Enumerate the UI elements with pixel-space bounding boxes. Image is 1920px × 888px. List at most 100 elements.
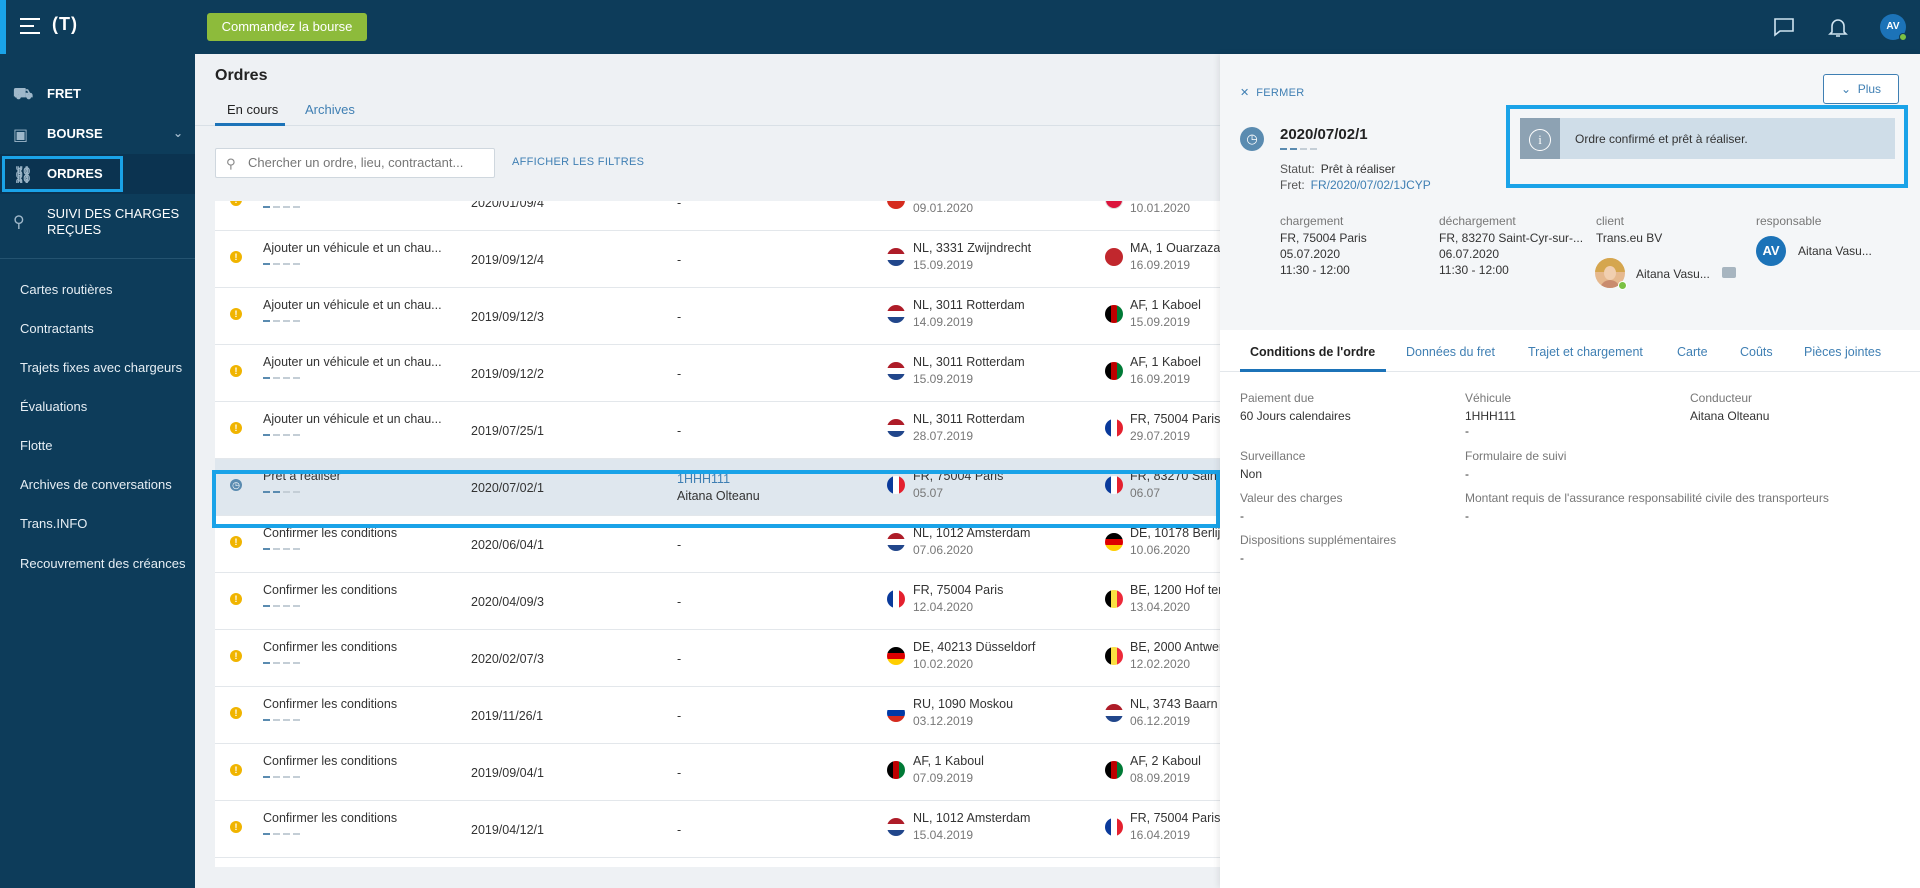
unloading-date: 10.06.2020 <box>1130 543 1191 557</box>
table-row[interactable]: ! Ajouter un véhicule et un chau... 2019/0… <box>215 345 1220 402</box>
user-avatar[interactable]: AV <box>1880 14 1907 41</box>
loading-place: AF, 1 Kaboul <box>913 754 984 768</box>
close-label: FERMER <box>1256 87 1305 99</box>
tab-en-cours[interactable]: En cours <box>227 102 279 117</box>
sidebar-item-trans-info[interactable]: Trans.INFO <box>20 516 88 531</box>
unloading-date: 13.04.2020 <box>1130 600 1191 614</box>
flag-icon <box>1105 248 1123 266</box>
table-row[interactable]: ! Confirmer les conditions 2020/02/07/3 - DE… <box>215 630 1220 687</box>
vehicle-cell: - <box>677 201 682 210</box>
client-label: client <box>1596 214 1625 228</box>
sidebar-item-ordres[interactable]: ⛓ ORDRES <box>0 154 195 194</box>
menu-icon[interactable] <box>20 18 40 34</box>
warning-icon: ! <box>230 650 242 662</box>
tab-attachments[interactable]: Pièces jointes <box>1804 345 1882 359</box>
order-exchange-button[interactable]: Commandez la bourse <box>207 13 367 41</box>
message-icon[interactable] <box>1722 267 1736 278</box>
warning-icon: ! <box>230 251 242 263</box>
unloading-place: AF, 2 Kaboul <box>1130 754 1201 768</box>
sidebar-item-debt-collection[interactable]: Recouvrement des créances <box>20 556 186 571</box>
progress-dashes <box>263 548 303 552</box>
unloading-place: FR, 75004 Paris <box>1130 412 1220 426</box>
vehicle-cell: - <box>677 652 682 666</box>
logo[interactable]: (T) <box>52 14 78 34</box>
flag-icon <box>1105 647 1123 665</box>
vehicle-link[interactable]: 1HHH111 <box>677 472 731 486</box>
close-button[interactable]: ✕ FERMER <box>1240 86 1305 99</box>
table-row[interactable]: ! Ajouter un véhicule et un chau... 2019/0… <box>215 288 1220 345</box>
online-indicator <box>1618 281 1627 290</box>
responsible-name[interactable]: Aitana Vasu... <box>1798 244 1872 258</box>
order-detail-panel: ✕ FERMER ⌄ Plus ◷ 2020/07/02/1 Statut: Pr… <box>1220 54 1920 888</box>
chevron-down-icon: ⌄ <box>1840 82 1852 96</box>
tab-order-conditions[interactable]: Conditions de l'ordre <box>1250 345 1376 359</box>
flag-icon <box>887 248 905 266</box>
sidebar-item-bourse[interactable]: ▣ BOURSE ⌄ <box>0 114 195 154</box>
freight-link[interactable]: FR/2020/07/02/1JCYP <box>1310 178 1431 192</box>
sidebar-item-evaluations[interactable]: Évaluations <box>20 399 88 414</box>
client-person[interactable]: Aitana Vasu... <box>1636 267 1710 281</box>
sidebar-item-contractors[interactable]: Contractants <box>20 321 94 336</box>
order-number: 2020/01/09/4 <box>471 201 544 210</box>
insurance-label: Montant requis de l'assurance responsabi… <box>1465 491 1829 505</box>
driver-label: Conducteur <box>1690 391 1753 405</box>
sidebar-item-suivi[interactable]: ⚲ SUIVI DES CHARGES REÇUES <box>0 196 195 250</box>
order-status-text: Confirmer les conditions <box>263 754 398 768</box>
flag-icon <box>1105 476 1123 494</box>
progress-dashes <box>263 377 303 381</box>
loading-place: RU, 1090 Moskou <box>913 697 1014 711</box>
sidebar-item-conversation-archives[interactable]: Archives de conversations <box>20 477 172 492</box>
sidebar-item-fleet[interactable]: Flotte <box>20 438 53 453</box>
top-bar: (T) Commandez la bourse AV <box>0 0 1920 54</box>
client-avatar[interactable] <box>1595 258 1625 288</box>
table-row[interactable]: ! Confirmer les conditions 2020/04/09/3 - FR… <box>215 573 1220 630</box>
tab-route-loading[interactable]: Trajet et chargement <box>1528 345 1643 359</box>
search-input[interactable] <box>248 155 488 170</box>
chevron-down-icon[interactable]: ⌄ <box>172 126 183 140</box>
order-number: 2020/04/09/3 <box>471 595 544 609</box>
responsible-label: responsable <box>1756 214 1822 228</box>
active-tab-indicator <box>215 123 285 126</box>
more-button[interactable]: ⌄ Plus <box>1823 74 1899 104</box>
progress-dashes <box>263 605 303 609</box>
table-row[interactable]: ! Ajouter un véhicule et un chau... 2019/0… <box>215 402 1220 459</box>
search-box[interactable]: ⚲ <box>215 148 495 178</box>
warning-icon: ! <box>230 365 242 377</box>
search-icon: ⚲ <box>226 156 236 171</box>
flag-icon <box>1105 419 1123 437</box>
table-row[interactable]: !Ajouter un véhicule et un chau...2020/0… <box>215 201 1220 231</box>
unloading-place: DE, 10178 Berlijn <box>1130 526 1220 540</box>
unloading-place: FR, 83270 Saint-Cyr-sur-... <box>1439 231 1584 245</box>
detail-tabs: Conditions de l'ordre Données du fret Tr… <box>1220 330 1920 372</box>
chat-icon[interactable] <box>1772 15 1796 39</box>
sidebar-item-road-maps[interactable]: Cartes routières <box>20 282 113 297</box>
flag-icon <box>887 476 905 494</box>
cargo-value-value: - <box>1240 509 1244 523</box>
bell-icon[interactable] <box>1826 15 1850 39</box>
unloading-date: 06.07.2020 <box>1439 247 1500 261</box>
flag-icon <box>887 818 905 836</box>
order-number: 2019/09/12/4 <box>471 253 544 267</box>
tab-freight-data[interactable]: Données du fret <box>1406 345 1495 359</box>
tab-map[interactable]: Carte <box>1677 345 1708 359</box>
table-row[interactable]: ! Confirmer les conditions 2019/09/04/1 - AF… <box>215 744 1220 801</box>
surveillance-label: Surveillance <box>1240 449 1306 463</box>
responsible-avatar[interactable]: AV <box>1756 236 1786 266</box>
show-filters-link[interactable]: AFFICHER LES FILTRES <box>512 156 645 168</box>
table-row[interactable]: ! Confirmer les conditions 2019/11/26/1 - RU… <box>215 687 1220 744</box>
progress-dashes <box>1280 148 1320 163</box>
tab-costs[interactable]: Coûts <box>1740 345 1773 359</box>
warning-icon: ! <box>230 593 242 605</box>
table-row[interactable]: ! Ajouter un véhicule et un chau... 2019/0… <box>215 231 1220 288</box>
sidebar-item-fixed-routes[interactable]: Trajets fixes avec chargeurs <box>20 360 183 375</box>
sidebar-item-fret[interactable]: ⛟ FRET <box>0 74 195 114</box>
flag-icon <box>887 533 905 551</box>
flag-icon <box>887 590 905 608</box>
vehicle-cell: - <box>677 367 682 381</box>
tab-archives[interactable]: Archives <box>305 102 355 117</box>
loading-date: 15.09.2019 <box>913 372 974 386</box>
order-number: 2019/09/12/3 <box>471 310 544 324</box>
table-row[interactable]: ! Confirmer les conditions 2019/04/12/1 - NL… <box>215 801 1220 858</box>
divider <box>0 258 195 259</box>
vehicle-value: 1HHH111 <box>1465 409 1516 423</box>
